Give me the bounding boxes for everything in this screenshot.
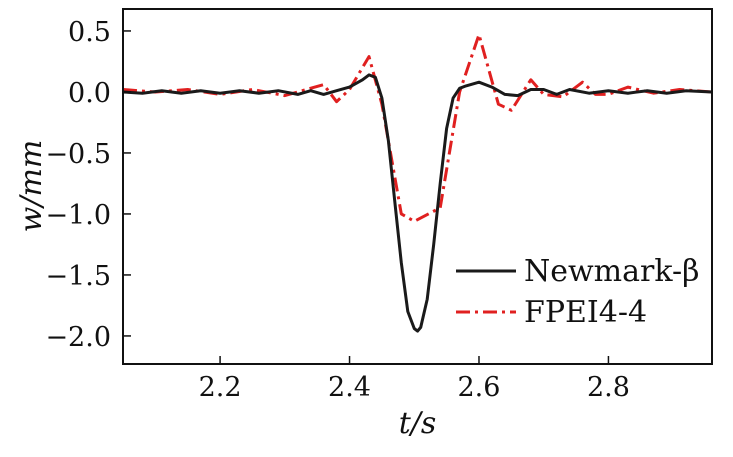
x-axis-ticks: 2.2 2.4 2.6 2.8 <box>199 356 630 403</box>
y-tick-label: −0.5 <box>45 139 111 170</box>
y-axis-label: w/mm <box>14 140 49 233</box>
series-line-0 <box>122 73 713 333</box>
legend-label-newmark: Newmark-β <box>524 254 700 289</box>
legend: Newmark-β FPEI4-4 <box>456 254 700 330</box>
x-tick-label: 2.8 <box>587 372 630 403</box>
y-tick-label: −2.0 <box>45 322 111 353</box>
y-tick-label: −1.5 <box>45 261 111 292</box>
x-tick-label: 2.2 <box>199 372 242 403</box>
plot-frame <box>122 8 713 365</box>
y-axis-ticks: 0.5 0.0 −0.5 −1.0 −1.5 −2.0 <box>45 17 131 353</box>
y-tick-label: 0.5 <box>68 17 111 48</box>
x-tick-label: 2.4 <box>328 372 371 403</box>
y-tick-label: 0.0 <box>68 78 111 109</box>
x-axis-label: t/s <box>399 406 437 441</box>
y-tick-label: −1.0 <box>45 200 111 231</box>
x-tick-label: 2.6 <box>458 372 501 403</box>
series-layer <box>122 33 713 333</box>
legend-label-fpei: FPEI4-4 <box>524 295 647 330</box>
plot-background <box>123 9 712 364</box>
